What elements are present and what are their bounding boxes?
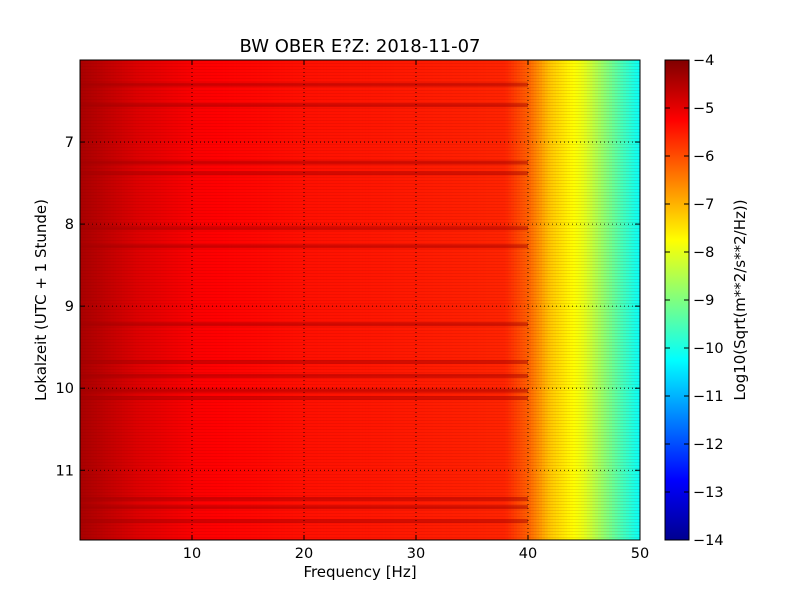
y-tick-label: 11 <box>56 463 74 479</box>
dark-band <box>80 160 528 165</box>
y-tick-label: 8 <box>65 217 74 233</box>
y-tick-label: 7 <box>65 135 74 151</box>
x-tick-label: 40 <box>519 546 537 562</box>
dark-band <box>80 373 528 378</box>
colorbar-tick-label: −9 <box>693 293 714 309</box>
grid-lines <box>80 60 640 540</box>
y-axis-ticks: 7 8 9 10 11 <box>56 135 640 479</box>
x-tick-label: 20 <box>295 546 313 562</box>
plot-frame <box>79 59 641 541</box>
y-tick-label: 9 <box>65 299 74 315</box>
y-tick-label: 10 <box>56 381 74 397</box>
colorbar-tick-label: −4 <box>693 53 714 69</box>
colorbar-tick-label: −6 <box>693 149 714 165</box>
colorbar-label: Log10(Sqrt(m**2/s**2/Hz)) <box>731 199 749 400</box>
colorbar-tick-label: −11 <box>693 389 724 405</box>
dark-band <box>80 519 528 524</box>
plot-area <box>80 60 640 540</box>
chart-title: BW OBER E?Z: 2018-11-07 <box>240 36 481 57</box>
dark-band <box>80 388 528 393</box>
dark-band <box>80 171 528 176</box>
dark-band <box>80 496 528 501</box>
dark-band <box>80 505 528 510</box>
colorbar-ticks: −4 −5 −6 −7 −8 −9 −10 −11 −12 −13 −14 <box>665 53 724 549</box>
dark-band <box>80 396 528 401</box>
x-axis-label: Frequency [Hz] <box>303 563 416 581</box>
x-tick-label: 50 <box>631 546 649 562</box>
dark-band <box>80 244 528 249</box>
x-axis-ticks: 10 20 30 40 50 <box>183 60 649 562</box>
y-axis-label: Lokalzeit (UTC + 1 Stunde) <box>32 199 50 401</box>
x-tick-label: 10 <box>183 546 201 562</box>
dark-band <box>80 103 528 108</box>
colorbar-tick-label: −8 <box>693 245 714 261</box>
colorbar-tick-label: −5 <box>693 101 714 117</box>
dark-band <box>80 359 528 364</box>
colorbar-tick-label: −13 <box>693 485 724 501</box>
colorbar-tick-label: −14 <box>693 533 724 549</box>
x-tick-label: 30 <box>407 546 425 562</box>
colorbar-tick-label: −12 <box>693 437 724 453</box>
colorbar-tick-label: −10 <box>693 341 724 357</box>
colorbar-tick-label: −7 <box>693 197 714 213</box>
